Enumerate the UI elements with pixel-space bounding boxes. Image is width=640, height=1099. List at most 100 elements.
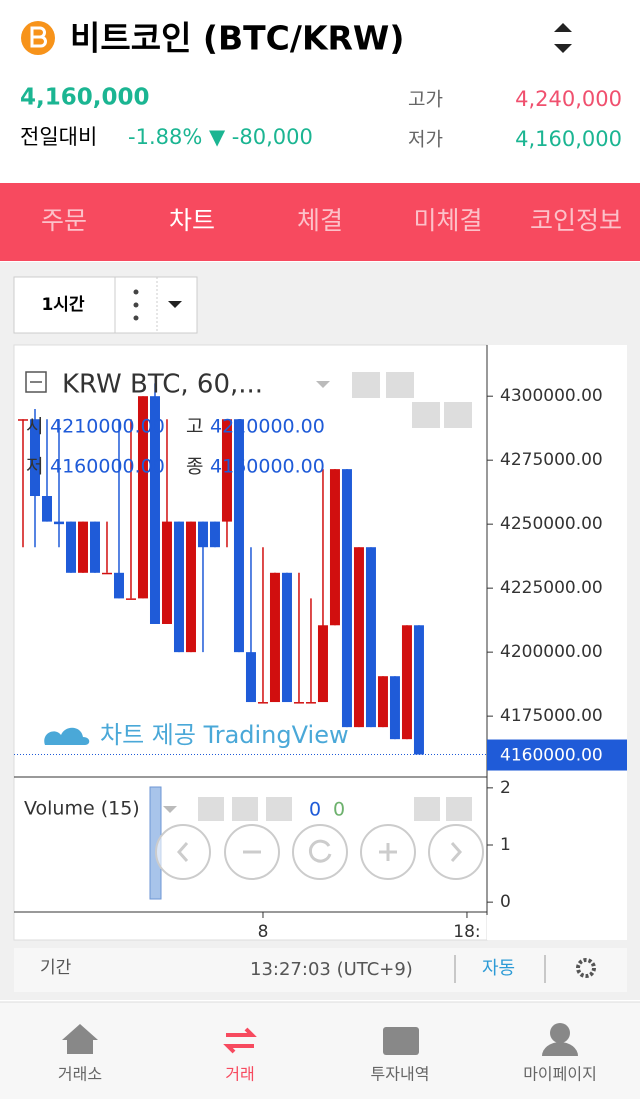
candle-body bbox=[233, 419, 244, 653]
ohlc-value: 4160000.00 bbox=[50, 456, 165, 478]
ohlc-label: 고 bbox=[186, 416, 203, 438]
change: -1.88% ▼ -80,000 bbox=[128, 125, 313, 149]
candle-body bbox=[305, 702, 316, 704]
dropdown[interactable] bbox=[163, 806, 177, 813]
coin-icon-glyph bbox=[30, 26, 47, 48]
nav-icon bbox=[383, 1027, 419, 1055]
y-tick-label: 4200000.00 bbox=[500, 642, 603, 662]
control-icons bbox=[176, 839, 463, 863]
toolbar bbox=[13, 276, 198, 334]
candle-body bbox=[365, 547, 376, 728]
tab[interactable]: 차트 bbox=[169, 206, 215, 235]
candle-body bbox=[245, 652, 256, 703]
candle-body bbox=[281, 572, 292, 703]
x-tick-label: 8 bbox=[258, 922, 269, 942]
candle-body bbox=[293, 702, 304, 704]
candle-body bbox=[125, 598, 136, 600]
candle-body bbox=[17, 419, 28, 421]
reset-button[interactable] bbox=[292, 824, 348, 880]
candle-body bbox=[353, 547, 364, 728]
candle-body bbox=[209, 521, 220, 548]
eye-button[interactable] bbox=[352, 372, 380, 398]
tab[interactable]: 미체결 bbox=[413, 206, 482, 235]
more-button[interactable] bbox=[133, 289, 139, 321]
volume-tick-label: 2 bbox=[500, 778, 511, 798]
dropdown[interactable] bbox=[168, 301, 182, 308]
ohlc-value: 4160000.00 bbox=[210, 456, 325, 478]
y-tick-label: 4275000.00 bbox=[500, 450, 603, 470]
volume-tick-label: 1 bbox=[500, 835, 511, 855]
interval-button[interactable]: 1시간 bbox=[41, 295, 84, 315]
nav-bar bbox=[0, 1002, 640, 1099]
candle-body bbox=[389, 676, 400, 740]
y-tick-label: 4175000.00 bbox=[500, 706, 603, 726]
candle-body bbox=[257, 702, 268, 704]
collapse-button[interactable] bbox=[25, 371, 47, 393]
volume-title: Volume (15) bbox=[24, 798, 140, 820]
candle-body bbox=[317, 625, 328, 703]
nav-label[interactable]: 거래소 bbox=[58, 1065, 102, 1084]
candle-body bbox=[65, 521, 76, 573]
candle-body bbox=[329, 469, 340, 626]
candle-body bbox=[89, 521, 100, 573]
candle-body bbox=[185, 521, 196, 653]
nav-label[interactable]: 거래 bbox=[225, 1065, 254, 1084]
price: 4,160,000 bbox=[20, 85, 150, 111]
candle-body bbox=[29, 419, 40, 497]
tab-bar bbox=[0, 183, 640, 261]
volume-value: 0 bbox=[333, 799, 345, 821]
sort-button[interactable] bbox=[554, 23, 572, 53]
tab[interactable]: 주문 bbox=[41, 206, 87, 235]
title: 비트코인 (BTC/KRW) bbox=[70, 19, 404, 58]
candle-body bbox=[149, 396, 160, 624]
scroll-right-button[interactable] bbox=[428, 824, 484, 880]
y-tick-label: 4300000.00 bbox=[500, 386, 603, 406]
candle-body bbox=[161, 521, 172, 624]
down-button[interactable] bbox=[412, 402, 440, 428]
candle-body bbox=[401, 625, 412, 740]
auto-button[interactable]: 자동 bbox=[482, 958, 515, 979]
updown-button[interactable] bbox=[446, 797, 472, 821]
y-tick-label: 4225000.00 bbox=[500, 578, 603, 598]
candle-body bbox=[41, 496, 52, 522]
clock: 13:27:03 (UTC+9) bbox=[250, 959, 413, 980]
tab[interactable]: 코인정보 bbox=[530, 206, 622, 235]
up-button[interactable] bbox=[414, 797, 440, 821]
candle-body bbox=[113, 572, 124, 599]
settings-button[interactable] bbox=[386, 372, 414, 398]
close-button[interactable] bbox=[266, 797, 292, 821]
last-price-label: 4160000.00 bbox=[500, 746, 603, 766]
updown-button[interactable] bbox=[444, 402, 472, 428]
ohlc-label: 종 bbox=[186, 456, 203, 478]
ohlc-label: 시 bbox=[26, 416, 43, 438]
eye-button[interactable] bbox=[198, 797, 224, 821]
settings-button[interactable] bbox=[232, 797, 258, 821]
nav-label[interactable]: 투자내역 bbox=[371, 1065, 430, 1084]
ohlc-label: 저 bbox=[26, 456, 43, 478]
chart-title: KRW BTC, 60,... bbox=[62, 370, 263, 400]
tradingview-logo bbox=[44, 727, 90, 745]
price-axis-bg bbox=[487, 345, 627, 940]
settings-button[interactable] bbox=[576, 958, 596, 978]
nav-icon bbox=[62, 1024, 98, 1054]
footer-bar bbox=[14, 948, 627, 992]
candle-body bbox=[137, 396, 148, 599]
nav-label[interactable]: 마이페이지 bbox=[523, 1065, 597, 1084]
candle-body bbox=[77, 521, 88, 573]
scroll-left-button[interactable] bbox=[155, 824, 211, 880]
candle-body bbox=[221, 419, 232, 522]
nav-icon bbox=[223, 1027, 257, 1054]
candle-body bbox=[101, 572, 112, 575]
tab[interactable]: 체결 bbox=[297, 206, 343, 235]
dropdown[interactable] bbox=[316, 381, 330, 388]
low-label: 저가 bbox=[408, 129, 443, 151]
nav-icon bbox=[550, 1023, 570, 1043]
candle-body bbox=[53, 521, 64, 525]
candle-body bbox=[341, 469, 352, 728]
high: 4,240,000 bbox=[515, 87, 622, 111]
ohlc-value: 4210000.00 bbox=[50, 416, 165, 438]
watermark[interactable]: 차트 제공 TradingView bbox=[100, 721, 349, 749]
last-price-tag bbox=[487, 739, 627, 771]
